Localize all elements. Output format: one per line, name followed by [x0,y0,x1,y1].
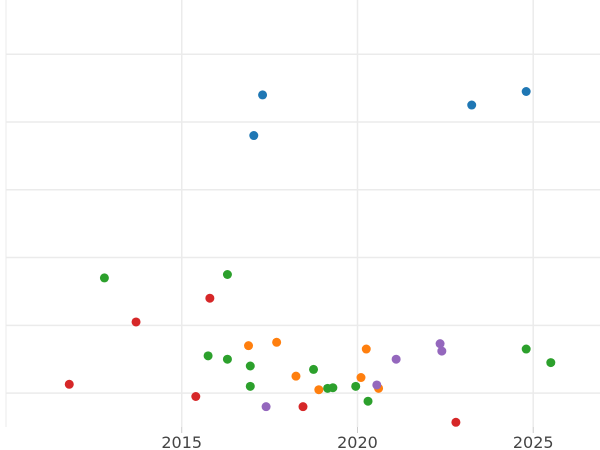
data-point [245,361,255,371]
data-point [203,351,213,361]
data-point [356,373,366,383]
data-point [546,358,556,368]
grid [5,0,600,427]
data-point [328,383,338,393]
data-point [131,317,141,327]
data-point [272,337,282,347]
data-point [258,90,268,100]
data-point [309,364,319,374]
data-point [451,417,461,427]
data-point [244,341,254,351]
data-point [222,270,232,279]
data-point [245,381,255,391]
x-tick-label: 2025 [513,433,554,450]
x-tick-label: 2015 [161,433,202,450]
data-point [291,371,301,381]
data-point [191,392,201,401]
data-point [437,346,447,356]
data-point [205,293,215,303]
data-point [363,396,373,406]
data-point [261,402,271,412]
data-point [521,87,531,96]
data-point [435,339,445,349]
data-point [222,354,232,364]
data-point [64,379,74,389]
x-axis-ticks: 2015 2020 2025 [161,427,554,450]
x-tick-label: 2020 [337,433,378,450]
data-point [521,344,531,354]
data-point [372,380,382,390]
data-point [351,381,361,391]
data-point [314,385,324,395]
data-point [298,402,308,412]
data-point [249,131,259,141]
data-points [64,87,556,427]
data-point [467,100,477,110]
data-point [391,354,401,364]
data-point [99,273,109,283]
data-point [361,344,371,354]
